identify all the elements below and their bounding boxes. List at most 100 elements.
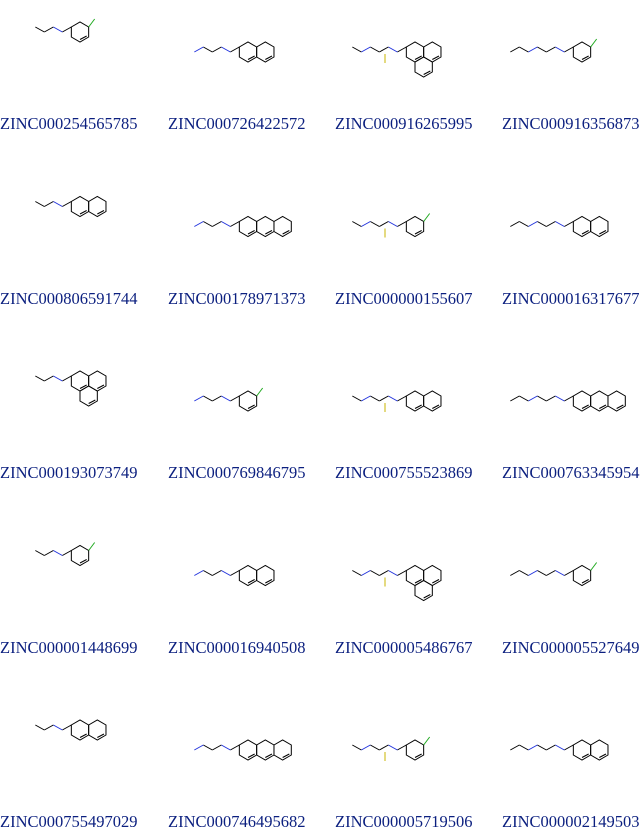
bond xyxy=(510,570,520,576)
compound-id: ZINC000005486767 xyxy=(335,637,473,657)
bond xyxy=(370,744,380,751)
bond xyxy=(194,46,204,53)
ring xyxy=(414,56,433,78)
bond xyxy=(564,570,574,576)
ring xyxy=(273,739,292,761)
bond xyxy=(397,744,407,751)
ring xyxy=(79,385,98,407)
bond xyxy=(397,570,407,576)
double-bond xyxy=(79,733,87,738)
molecule xyxy=(194,215,292,238)
double-bond xyxy=(265,230,273,235)
bond xyxy=(62,550,72,556)
bond xyxy=(510,395,520,402)
double-bond xyxy=(432,55,440,60)
bond xyxy=(62,26,72,33)
ring xyxy=(607,390,626,412)
double-bond xyxy=(247,404,255,409)
double-bond xyxy=(265,579,273,584)
bond xyxy=(519,221,529,227)
double-bond xyxy=(97,733,105,738)
double-bond xyxy=(616,404,624,409)
double-bond xyxy=(79,210,87,215)
molecule xyxy=(352,213,431,238)
bond xyxy=(361,221,371,227)
compound-id: ZINC000000155607 xyxy=(335,288,473,308)
double-bond xyxy=(247,230,255,235)
molecule xyxy=(352,736,431,761)
double-bond xyxy=(79,559,87,564)
double-bond xyxy=(247,753,255,758)
bond xyxy=(221,744,231,751)
bond xyxy=(221,221,231,227)
bond xyxy=(212,46,222,53)
bond xyxy=(537,395,547,402)
bond xyxy=(230,744,240,751)
ring xyxy=(256,564,275,587)
bond xyxy=(537,570,547,576)
double-bond xyxy=(414,753,422,758)
bond xyxy=(546,221,556,227)
halogen-bond xyxy=(423,736,431,746)
bond xyxy=(221,570,231,576)
bond xyxy=(230,46,240,53)
molecule xyxy=(35,18,96,43)
double-bond xyxy=(581,579,589,584)
ring xyxy=(590,739,609,761)
compound-id: ZINC000005527649 xyxy=(502,637,640,657)
ring xyxy=(273,215,292,238)
compound-id: ZINC000916356873 xyxy=(502,114,640,133)
bond xyxy=(397,395,407,402)
bond xyxy=(35,550,45,556)
double-bond xyxy=(414,55,422,60)
double-bond xyxy=(423,594,431,599)
bond xyxy=(203,744,213,751)
bond xyxy=(388,46,398,53)
bond xyxy=(519,395,529,402)
bond xyxy=(555,46,565,53)
double-bond xyxy=(247,55,255,60)
molecule xyxy=(194,41,275,63)
bond xyxy=(53,375,63,382)
bond xyxy=(352,570,362,576)
bond xyxy=(388,395,398,402)
compound-id: ZINC000005719506 xyxy=(335,812,473,827)
bond xyxy=(546,744,556,751)
bond xyxy=(397,46,407,53)
bond xyxy=(379,570,389,576)
bond xyxy=(212,570,222,576)
bond xyxy=(564,395,574,402)
bond xyxy=(528,46,538,53)
bond xyxy=(194,744,204,751)
ring xyxy=(590,215,609,238)
compound-id: ZINC000763345954 xyxy=(502,463,640,482)
double-bond xyxy=(79,35,87,40)
molecule xyxy=(194,564,275,587)
molecule xyxy=(35,719,107,741)
halogen-bond xyxy=(590,38,598,48)
bond xyxy=(519,46,529,53)
molecule xyxy=(352,41,442,78)
compound-id: ZINC000016317677 xyxy=(502,288,640,308)
bond xyxy=(555,570,565,576)
bond xyxy=(203,221,213,227)
bond xyxy=(555,744,565,751)
double-bond xyxy=(414,230,422,235)
double-bond xyxy=(97,210,105,215)
compound-id: ZINC000016940508 xyxy=(168,637,306,657)
bond xyxy=(194,395,204,402)
molecule xyxy=(35,370,107,407)
bond xyxy=(388,570,398,576)
bond xyxy=(388,744,398,751)
bond xyxy=(397,221,407,227)
molecule xyxy=(510,390,626,412)
molecule xyxy=(510,215,609,238)
molecule xyxy=(194,387,264,412)
double-bond xyxy=(581,55,589,60)
double-bond xyxy=(432,579,440,584)
bond xyxy=(203,46,213,53)
bond xyxy=(510,46,520,53)
bond xyxy=(352,221,362,227)
molecule xyxy=(510,562,598,587)
